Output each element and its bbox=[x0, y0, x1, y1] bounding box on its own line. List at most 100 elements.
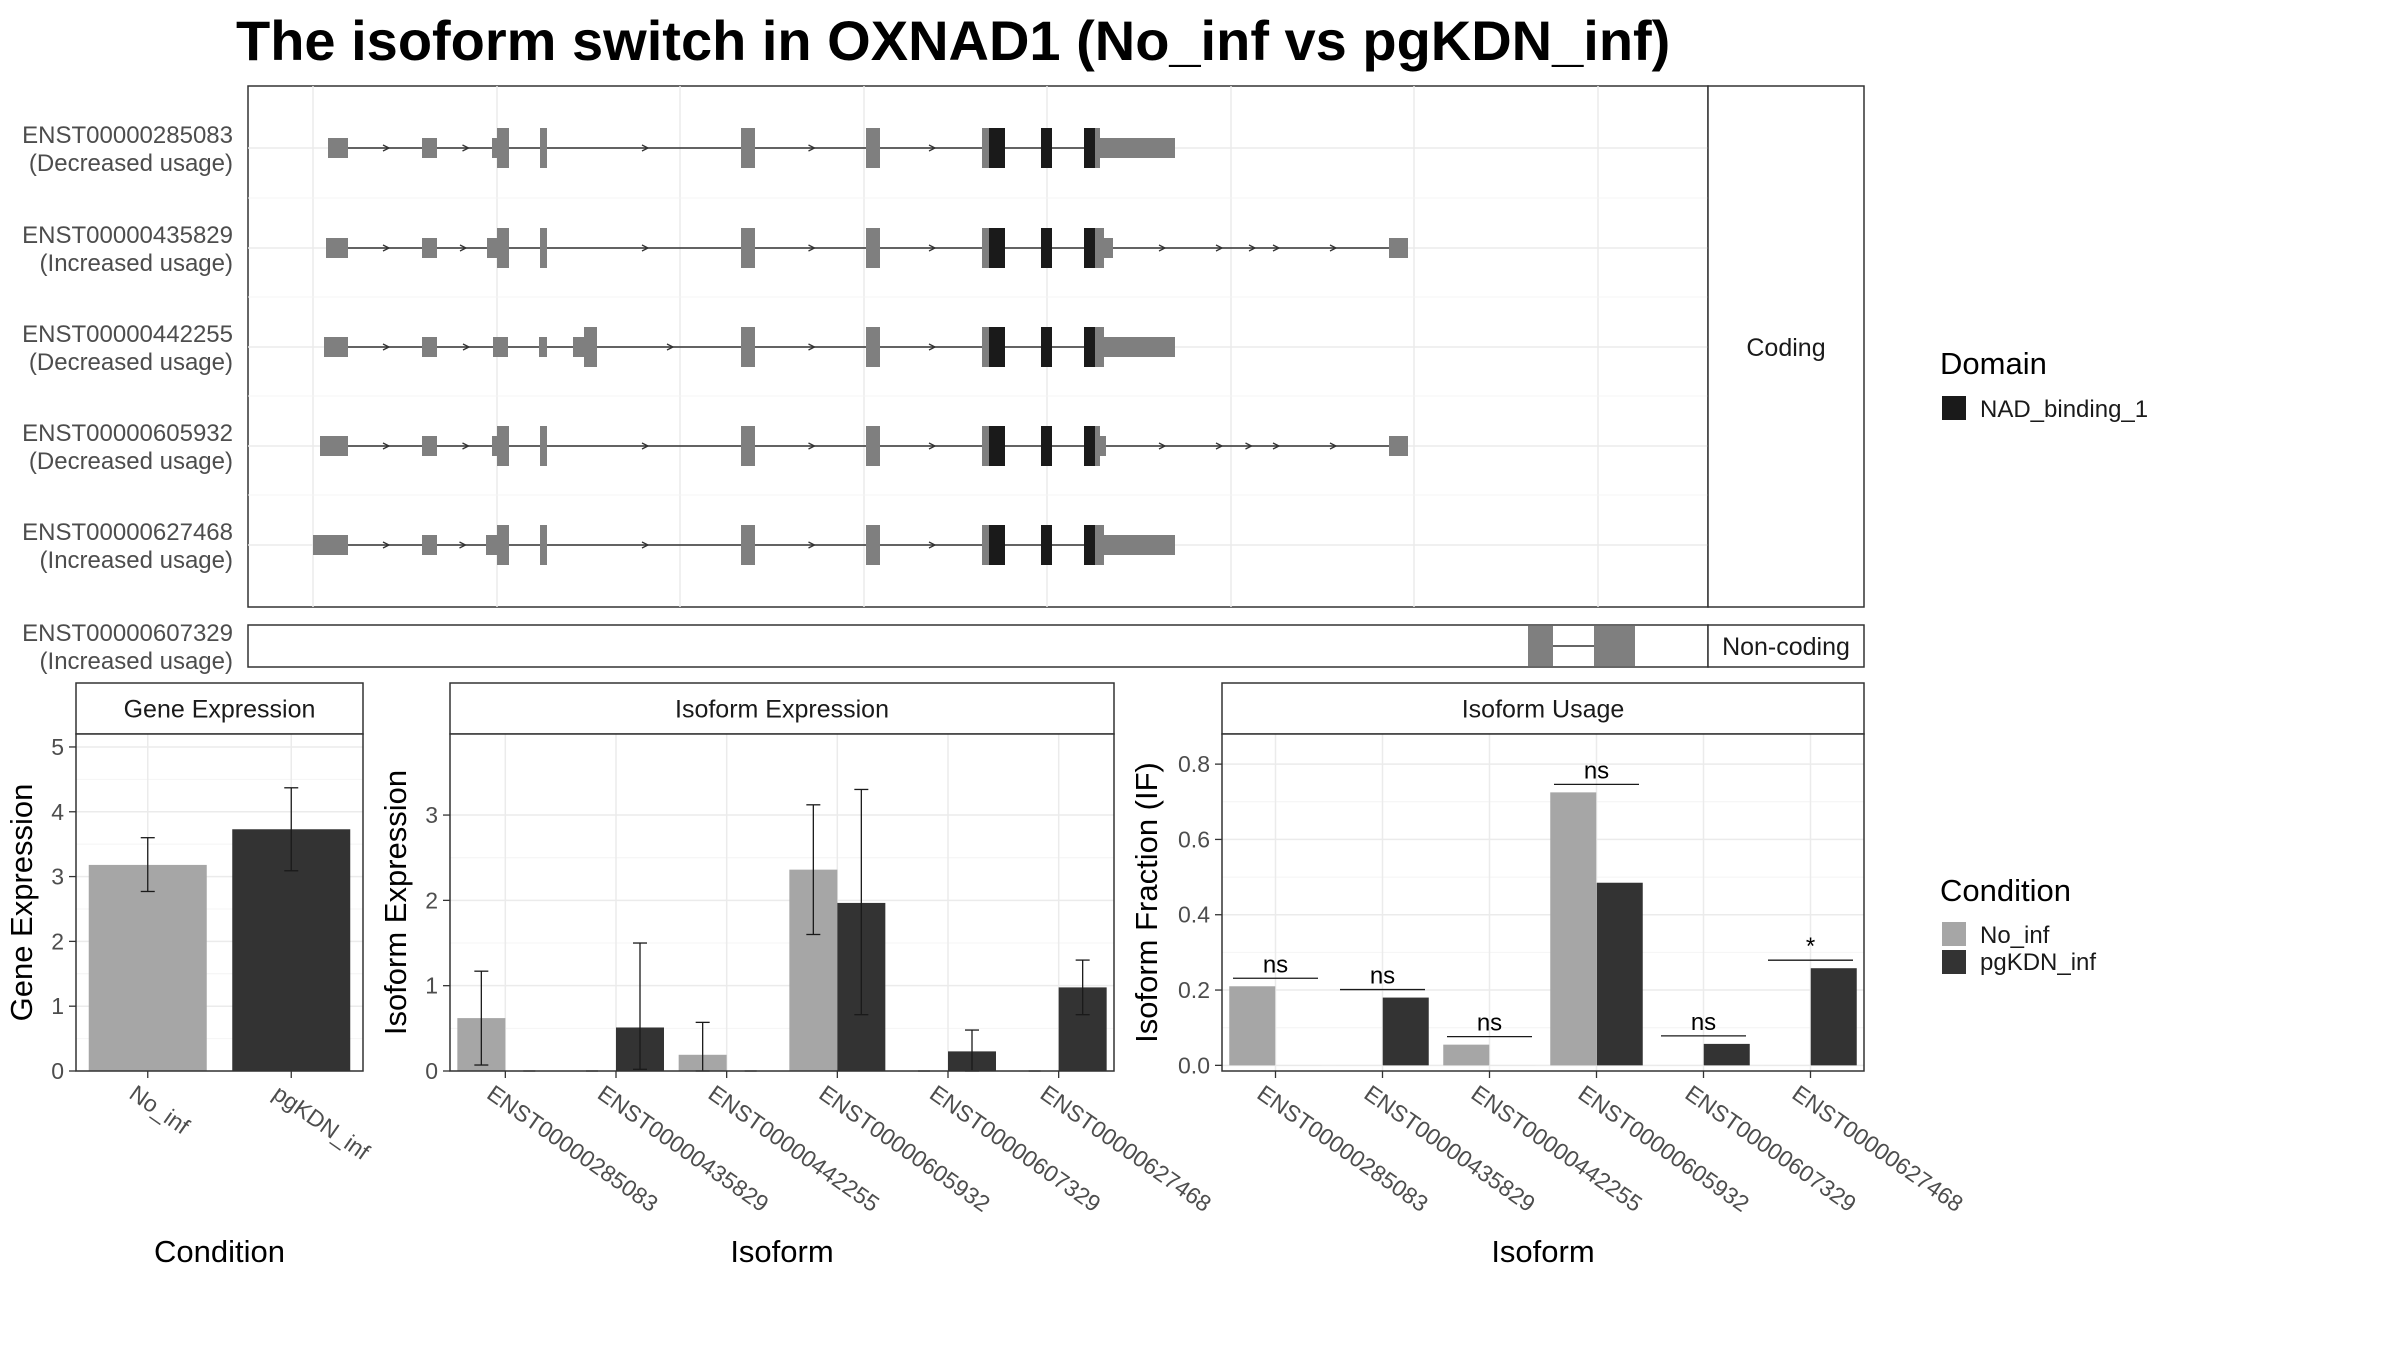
intron-direction-arrow bbox=[462, 442, 470, 450]
bar-No_inf bbox=[1443, 1044, 1490, 1066]
domain-exon bbox=[1041, 228, 1052, 268]
intron-direction-arrow bbox=[1329, 442, 1338, 450]
transcript-usage-label: (Increased usage) bbox=[40, 547, 233, 574]
exon bbox=[1100, 436, 1106, 456]
transcript-id-label: ENST00000627468 bbox=[22, 519, 233, 546]
domain-exon bbox=[1041, 426, 1052, 466]
exon bbox=[320, 436, 348, 456]
transcript-labels: ENST00000285083 (Decreased usage) ENST0000… bbox=[22, 122, 233, 675]
exon bbox=[982, 128, 989, 168]
exon bbox=[1528, 626, 1553, 666]
domain-exon bbox=[1084, 327, 1095, 367]
significance-label: ns bbox=[1477, 1010, 1502, 1037]
domain-exon bbox=[989, 128, 1005, 168]
y-tick-label: 0.8 bbox=[1178, 751, 1210, 777]
exon bbox=[1100, 138, 1106, 158]
exon bbox=[328, 138, 348, 158]
intron-direction-arrow bbox=[641, 144, 650, 152]
y-tick-label: 0 bbox=[51, 1058, 64, 1084]
exon bbox=[422, 238, 437, 258]
domain-exon bbox=[1041, 327, 1052, 367]
exon bbox=[539, 337, 547, 357]
exon bbox=[486, 535, 497, 555]
y-axis-title: Isoform Fraction (IF) bbox=[1129, 762, 1164, 1043]
y-tick-label: 1 bbox=[51, 993, 64, 1019]
exon bbox=[1104, 535, 1175, 555]
domain-exon bbox=[989, 228, 1005, 268]
intron-direction-arrow bbox=[462, 144, 470, 152]
significance-label: ns bbox=[1263, 951, 1288, 978]
x-tick-label: ENST00000285083 bbox=[1253, 1080, 1433, 1217]
bar-No_inf bbox=[1550, 792, 1597, 1066]
exon bbox=[982, 426, 989, 466]
plot-area bbox=[450, 734, 1114, 1071]
y-tick-label: 5 bbox=[51, 734, 64, 760]
intron-direction-arrow bbox=[808, 442, 816, 450]
intron-direction-arrow bbox=[1248, 244, 1257, 252]
exon bbox=[584, 327, 597, 367]
condition-legend-title: Condition bbox=[1940, 873, 2071, 908]
exon bbox=[497, 128, 509, 168]
significance-label: ns bbox=[1370, 963, 1395, 990]
panel-title: Isoform Expression bbox=[675, 696, 889, 724]
intron-direction-arrow bbox=[1215, 442, 1224, 450]
exon bbox=[1095, 327, 1104, 367]
transcript-structure-panel: Coding Non-coding ENST00000285083(Decrea… bbox=[22, 85, 1865, 675]
intron-direction-arrow bbox=[928, 442, 937, 450]
exon bbox=[487, 238, 497, 258]
intron-direction-arrow bbox=[382, 244, 391, 252]
domain-legend-key bbox=[1942, 396, 1966, 420]
y-axis-title: Gene Expression bbox=[4, 784, 39, 1022]
intron-direction-arrow bbox=[808, 343, 816, 351]
domain-legend-label: NAD_binding_1 bbox=[1980, 396, 2148, 423]
noncoding-strip-label: Non-coding bbox=[1722, 633, 1850, 661]
exon bbox=[1095, 525, 1104, 565]
intron-direction-arrow bbox=[808, 144, 816, 152]
exon bbox=[982, 327, 989, 367]
y-tick-label: 2 bbox=[425, 887, 438, 913]
intron-direction-arrow bbox=[1272, 442, 1281, 450]
condition-legend-label-pgkdn-inf: pgKDN_inf bbox=[1980, 949, 2096, 976]
transcript-id-label: ENST00000435829 bbox=[22, 222, 233, 249]
exon bbox=[866, 525, 880, 565]
x-axis-title: Condition bbox=[154, 1234, 285, 1269]
bar bbox=[88, 864, 207, 1071]
isoform-usage-chart: Isoform Usage ns ns ns ns ns * 0.0 0.2 0.4 0.6 0.8 E… bbox=[1129, 682, 1968, 1269]
noncoding-panel-border bbox=[247, 624, 1709, 668]
transcript-usage-label: (Decreased usage) bbox=[29, 349, 233, 376]
exon bbox=[741, 525, 755, 565]
bar-pgKDN_inf bbox=[1382, 997, 1429, 1066]
x-tick-label: No_inf bbox=[125, 1080, 195, 1140]
bar-pgKDN_inf bbox=[1810, 968, 1857, 1066]
exon bbox=[1095, 128, 1100, 168]
bar-pgKDN_inf bbox=[1596, 882, 1643, 1066]
transcript-id-label: ENST00000285083 bbox=[22, 122, 233, 149]
significance-label: ns bbox=[1584, 757, 1609, 784]
coding-strip bbox=[1707, 85, 1865, 608]
significance-label: ns bbox=[1691, 1009, 1716, 1036]
y-axis-title: Isoform Expression bbox=[378, 770, 413, 1035]
intron-direction-arrow bbox=[1272, 244, 1281, 252]
y-tick-label: 0 bbox=[425, 1058, 438, 1084]
y-tick-label: 3 bbox=[51, 864, 64, 890]
x-tick-label: ENST00000442255 bbox=[1467, 1080, 1647, 1217]
panel-title: Isoform Usage bbox=[1462, 696, 1625, 724]
intron-direction-arrow bbox=[666, 343, 675, 351]
y-tick-label: 3 bbox=[425, 802, 438, 828]
exon bbox=[982, 525, 989, 565]
significance-label: * bbox=[1806, 933, 1815, 960]
intron-direction-arrow bbox=[641, 244, 650, 252]
x-axis-title: Isoform bbox=[1491, 1234, 1594, 1269]
panel-border bbox=[449, 733, 1115, 1072]
plot-area bbox=[1222, 734, 1864, 1071]
gene-expression-chart: Gene Expression 0 1 2 3 4 5 No_inf pgKDN_inf Cond… bbox=[4, 682, 375, 1269]
intron-direction-arrow bbox=[808, 244, 816, 252]
intron-direction-arrow bbox=[928, 343, 937, 351]
panel-strip bbox=[1221, 682, 1865, 735]
exon bbox=[540, 228, 547, 268]
exon bbox=[497, 426, 509, 466]
exon bbox=[493, 337, 508, 357]
y-tick-label: 0.6 bbox=[1178, 826, 1210, 852]
exon bbox=[866, 327, 880, 367]
intron-direction-arrow bbox=[1215, 244, 1224, 252]
